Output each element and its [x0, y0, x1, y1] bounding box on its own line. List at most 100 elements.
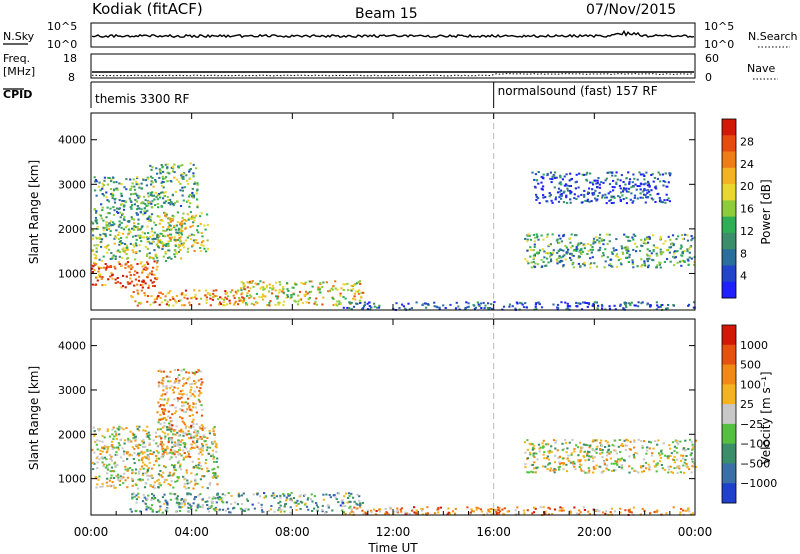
power-cell	[122, 208, 126, 211]
velocity-colorbar-segment	[722, 483, 736, 504]
velocity-cell	[331, 509, 334, 512]
velocity-cell	[210, 455, 213, 458]
velocity-cell	[624, 448, 627, 451]
power-cell	[659, 235, 662, 238]
power-cell	[684, 233, 687, 236]
velocity-cell	[169, 380, 172, 383]
power-cell	[163, 201, 166, 204]
power-cell	[182, 246, 186, 249]
velocity-cell	[141, 472, 145, 475]
velocity-cell	[399, 508, 402, 511]
velocity-cell	[413, 511, 416, 514]
velocity-cell	[321, 508, 324, 511]
power-cell	[118, 182, 121, 185]
power-cell	[136, 289, 139, 292]
velocity-cell	[159, 413, 162, 416]
power-cell	[179, 164, 182, 167]
power-cell	[157, 240, 160, 243]
velocity-cell	[439, 506, 442, 509]
velocity-cell	[179, 408, 182, 411]
power-cell	[625, 202, 628, 205]
power-cell	[555, 258, 558, 261]
power-cell	[586, 253, 589, 255]
power-cell	[613, 249, 616, 252]
velocity-cell	[193, 373, 196, 376]
power-cell	[256, 302, 259, 305]
velocity-cell	[574, 468, 577, 471]
power-cell	[209, 304, 212, 307]
power-cell	[624, 246, 627, 249]
power-cell	[615, 181, 618, 184]
velocity-cell	[178, 379, 181, 382]
power-cell	[112, 213, 116, 216]
power-cell	[152, 280, 155, 283]
velocity-cell	[685, 449, 688, 451]
power-cell	[310, 280, 313, 283]
power-cell	[171, 296, 174, 299]
velocity-y-tick-label: 2000	[58, 428, 86, 441]
velocity-cell	[201, 444, 204, 447]
power-cell	[673, 251, 676, 254]
power-cell	[285, 296, 288, 299]
power-cell	[183, 296, 186, 299]
power-cell	[94, 219, 97, 222]
velocity-cell	[527, 471, 531, 474]
velocity-cell	[173, 493, 176, 496]
power-cell	[572, 254, 575, 257]
power-cell	[177, 227, 181, 230]
power-cell	[549, 177, 552, 180]
velocity-cell	[170, 430, 173, 433]
power-cell	[116, 207, 119, 210]
power-cell	[152, 285, 155, 287]
velocity-cell	[262, 511, 266, 514]
velocity-cell	[167, 380, 170, 383]
velocity-cell	[118, 444, 121, 447]
velocity-cell	[206, 470, 209, 473]
velocity-cell	[272, 494, 275, 497]
power-cell	[590, 251, 593, 254]
velocity-cell	[170, 385, 173, 388]
velocity-cell	[117, 476, 120, 479]
velocity-cell	[229, 511, 232, 514]
power-cell	[529, 246, 532, 249]
velocity-cell	[157, 385, 160, 388]
power-cell	[228, 302, 232, 305]
power-cell	[148, 201, 151, 204]
power-cell	[596, 307, 599, 310]
velocity-cell	[596, 445, 599, 448]
power-cell	[282, 291, 285, 294]
power-cell	[562, 234, 565, 237]
velocity-cell	[168, 426, 171, 429]
power-cell	[191, 196, 194, 199]
power-cell	[370, 306, 373, 309]
velocity-cell	[639, 465, 643, 467]
velocity-cell	[166, 402, 169, 405]
power-cell	[145, 255, 149, 258]
power-cell	[293, 299, 296, 302]
power-cell	[145, 236, 149, 239]
power-cell	[171, 217, 175, 220]
power-colorbar-segment	[722, 184, 736, 201]
velocity-cell	[175, 380, 178, 382]
power-cell	[268, 290, 271, 293]
velocity-cell	[547, 506, 550, 509]
velocity-cell	[177, 434, 180, 437]
velocity-cell	[152, 484, 155, 487]
power-cell	[217, 298, 220, 300]
power-cell	[153, 249, 156, 252]
velocity-cell	[237, 492, 240, 495]
velocity-cell	[157, 435, 160, 438]
velocity-cell	[160, 447, 164, 450]
power-colorbar-segment	[722, 200, 736, 218]
power-cell	[96, 276, 99, 279]
velocity-cell	[420, 507, 423, 510]
power-cell	[266, 284, 269, 287]
velocity-cell	[157, 370, 160, 372]
power-cell	[359, 302, 362, 304]
velocity-cell	[524, 463, 527, 466]
power-cell	[659, 248, 662, 251]
velocity-region-2	[129, 491, 364, 514]
power-cell	[196, 183, 199, 186]
power-cell	[560, 194, 563, 197]
velocity-cell	[236, 503, 239, 506]
